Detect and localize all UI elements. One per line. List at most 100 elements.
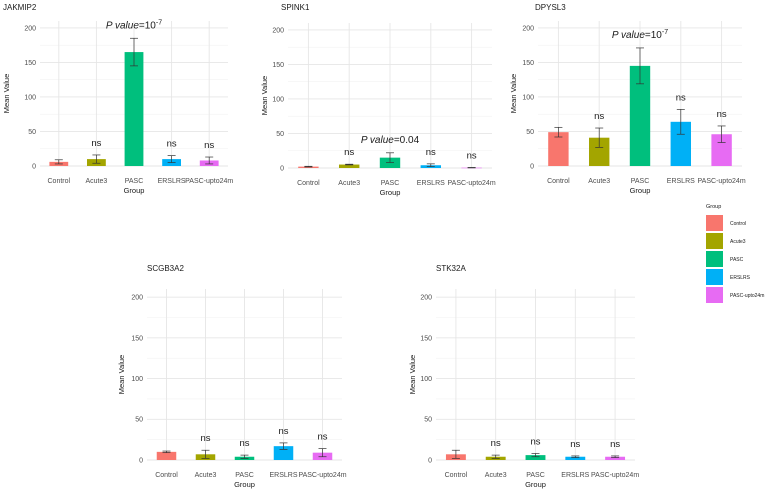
y-tick-label: 50 [526,129,534,136]
error-bar [595,127,604,148]
significance-label: ns [317,432,327,443]
legend-swatch-control [706,215,723,231]
x-tick-label: Acute3 [86,178,108,185]
p-value-exponent: -7 [156,19,162,26]
significance-label: ns [610,439,620,450]
bar-acute3 [589,137,610,166]
error-bar [571,455,580,458]
panel-spink1: 0 50 100 150 200 ns ns ns P value=0.04 Control Acu… [260,3,496,197]
error-bar [54,159,63,165]
x-tick-label: ERSLRS [269,472,297,479]
y-tick-label: 200 [522,25,534,32]
significance-label: ns [467,150,477,161]
significance-label: ns [491,438,501,449]
error-bar [130,37,138,67]
bar-erslrs [565,456,586,460]
p-value-prefix: P value [106,20,139,31]
x-tick-label: ERSLRS [561,472,589,479]
panel-title: JAKMIP2 [3,3,37,12]
error-bar [554,126,563,138]
error-bar [205,156,214,165]
y-tick-label: 150 [24,60,36,67]
x-tick-label: PASC [381,180,400,187]
error-bar [162,450,171,454]
panel-jakmip2: 0 50 100 150 200 ns ns ns P value=10-7 Control Acu… [2,3,233,195]
p-value-text: =0.04 [394,135,420,146]
y-tick-label: 50 [28,129,36,136]
p-value-text: =10 [139,20,156,31]
x-tick-label: Control [445,472,468,479]
x-tick-label: PASC [526,472,545,479]
error-bar [201,449,210,459]
y-tick-label: 200 [420,295,432,302]
error-bar [636,47,644,85]
x-tick-label: Acute3 [338,180,360,187]
p-value-label: P value=10-7 [612,29,668,41]
y-tick-label: 0 [428,457,432,464]
significance-label: ns [426,147,436,158]
y-tick-label: 50 [276,131,284,138]
x-tick-label: PASC [631,178,650,185]
error-bar [451,449,460,459]
y-tick-label: 0 [139,457,143,464]
y-axis-title: Mean Value [2,74,11,113]
bar-pasc [124,52,144,167]
error-bar [167,155,176,163]
y-tick-label: 0 [530,163,534,170]
significance-label: ns [167,139,177,150]
y-axis-title: Mean Value [509,74,518,113]
y-tick-label: 50 [135,417,143,424]
y-tick-label: 100 [272,96,284,103]
legend-title: Group [706,204,721,210]
error-bar [345,163,354,166]
x-tick-label: Acute3 [588,178,610,185]
x-tick-label: PASC-upto24m [185,178,233,185]
legend-label: PASC [730,257,744,263]
significance-label: ns [204,140,214,151]
error-bar [279,442,288,450]
x-tick-label: PASC-upto24m [698,178,746,185]
error-bar [531,453,540,458]
y-axis-title: Mean Value [260,76,269,115]
y-tick-label: 0 [32,163,36,170]
significance-label: ns [239,438,249,449]
y-axis-title: Mean Value [408,355,417,394]
panel-scgb3a2: 0 50 100 150 200 ns ns ns ns Control Acute3 PASC ERS… [117,264,347,489]
y-tick-label: 0 [280,165,284,172]
y-tick-label: 50 [424,417,432,424]
bar-control [548,132,569,166]
y-tick-label: 150 [272,62,284,69]
x-tick-label: Control [297,180,320,187]
p-value-prefix: P value [361,135,394,146]
x-axis-title: Group [234,480,255,489]
legend-swatch-pasc-upto24m [706,287,723,303]
x-tick-label: PASC-upto24m [298,472,346,479]
x-tick-label: Control [48,178,71,185]
y-axis-title: Mean Value [117,355,126,394]
bar-acute3 [339,164,360,168]
x-tick-label: Acute3 [485,472,507,479]
error-bar [717,125,726,143]
error-bar [92,154,101,164]
x-axis-title: Group [525,480,546,489]
panel-title: SPINK1 [281,3,310,12]
bar-pasc [525,455,546,460]
x-tick-label: PASC-upto24m [591,472,639,479]
significance-label: ns [594,111,604,122]
y-tick-label: 100 [131,376,143,383]
panel-stk32a: 0 50 100 150 200 ns ns ns ns Control Acute3 PASC ERS… [408,264,639,489]
panel-title: SCGB3A2 [147,264,184,273]
legend-label: PASC-upto24m [730,293,764,299]
x-tick-label: ERSLRS [667,178,695,185]
x-tick-label: PASC-upto24m [448,180,496,187]
bar-control [156,451,177,460]
y-tick-label: 100 [522,94,534,101]
legend-label: Control [730,221,746,227]
x-tick-label: ERSLRS [158,178,186,185]
error-bar [676,109,685,135]
x-tick-label: Acute3 [195,472,217,479]
error-bar [318,448,327,458]
x-tick-label: PASC [125,178,144,185]
significance-label: ns [278,426,288,437]
legend-swatch-acute3 [706,233,723,249]
